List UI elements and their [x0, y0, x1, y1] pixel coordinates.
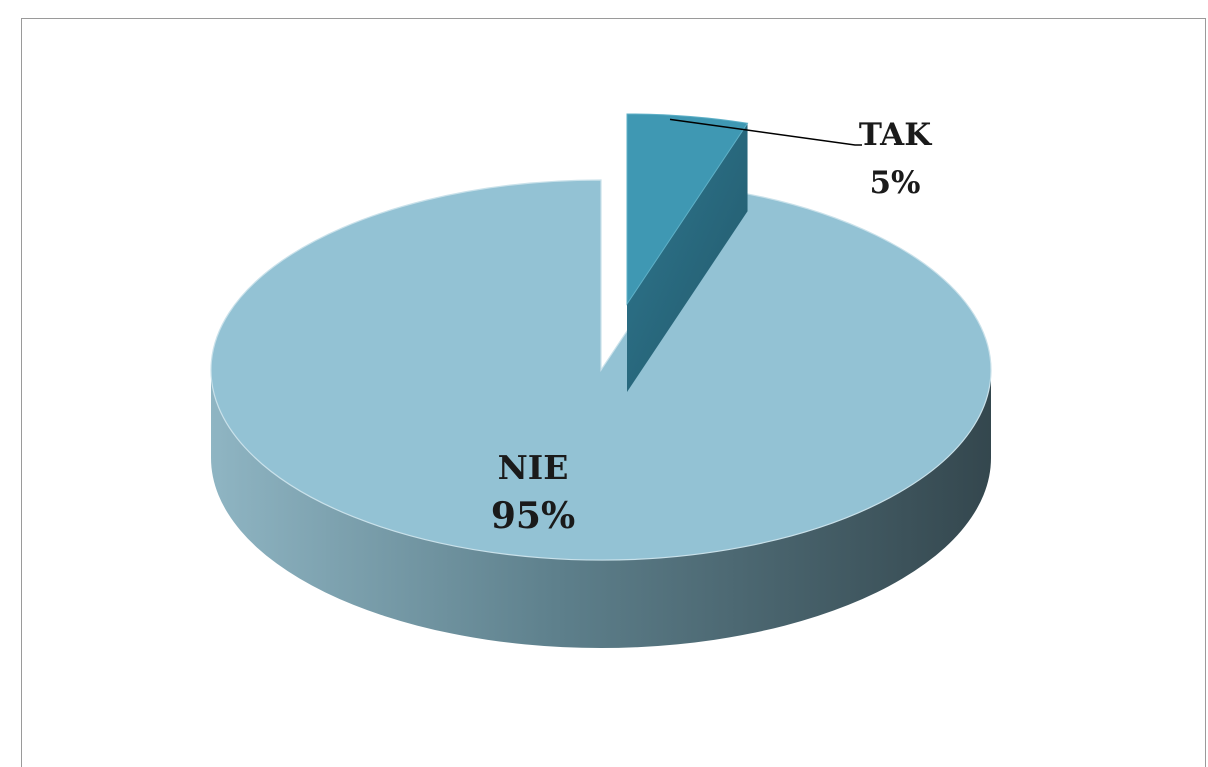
data-label-tak-percent: 5% — [869, 165, 920, 201]
slice-side-tak — [627, 123, 748, 393]
slice-nie — [210, 179, 992, 561]
data-label-tak-name: TAK — [859, 117, 932, 153]
slice-tak — [626, 113, 749, 306]
data-label-nie-percent: 95% — [491, 495, 575, 537]
data-label-nie-name: NIE — [498, 448, 569, 487]
slice-side-nie — [211, 370, 991, 648]
leader-line-tak — [669, 118, 862, 146]
